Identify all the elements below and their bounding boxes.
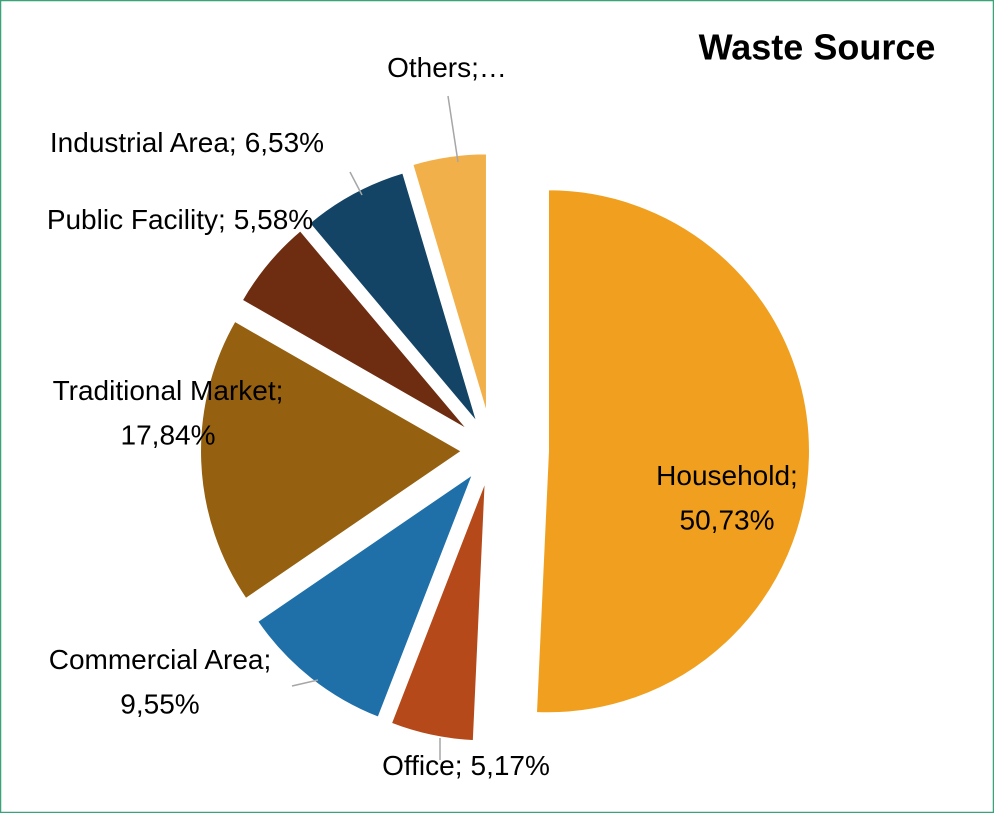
- pie-slice: [389, 478, 487, 743]
- label-value: 9,55%: [120, 688, 199, 719]
- label-value: 5,17%: [471, 750, 550, 781]
- data-label: Traditional Market;: [53, 375, 284, 406]
- pie-slice: [240, 228, 470, 432]
- leader-line: [291, 679, 319, 687]
- label-value: 17,84%: [121, 419, 216, 450]
- label-value: 50,73%: [680, 504, 775, 535]
- label-category: Others: [387, 52, 471, 83]
- label-separator: ;: [218, 204, 226, 235]
- label-separator: ;: [263, 644, 271, 675]
- label-category: Traditional Market: [53, 375, 276, 406]
- label-category: Public Facility: [47, 204, 218, 235]
- label-separator: ;: [790, 460, 798, 491]
- label-value: …: [479, 52, 507, 83]
- leader-line: [349, 171, 363, 196]
- data-label: Commercial Area;: [49, 644, 272, 675]
- data-label: Others;…: [387, 52, 507, 83]
- label-separator: ;: [471, 52, 479, 83]
- leader-line: [447, 95, 459, 163]
- pie-slice: [255, 470, 476, 719]
- label-separator: ;: [229, 127, 237, 158]
- pie-slice: [307, 171, 479, 425]
- label-category: Office: [382, 750, 455, 781]
- data-label: Household;: [656, 460, 798, 491]
- data-label: Public Facility; 5,58%: [47, 204, 313, 235]
- label-separator: ;: [455, 750, 463, 781]
- chart-title: Waste Source: [699, 27, 936, 68]
- pie-slice: [199, 319, 464, 601]
- pie-slice: [411, 152, 488, 416]
- data-label: Office; 5,17%: [382, 750, 550, 781]
- label-value: 5,58%: [234, 204, 313, 235]
- pie-slice: [534, 188, 811, 715]
- data-label: Industrial Area; 6,53%: [50, 127, 324, 158]
- label-category: Household: [656, 460, 790, 491]
- label-value: 6,53%: [245, 127, 324, 158]
- label-category: Industrial Area: [50, 127, 229, 158]
- label-category: Commercial Area: [49, 644, 264, 675]
- label-separator: ;: [276, 375, 284, 406]
